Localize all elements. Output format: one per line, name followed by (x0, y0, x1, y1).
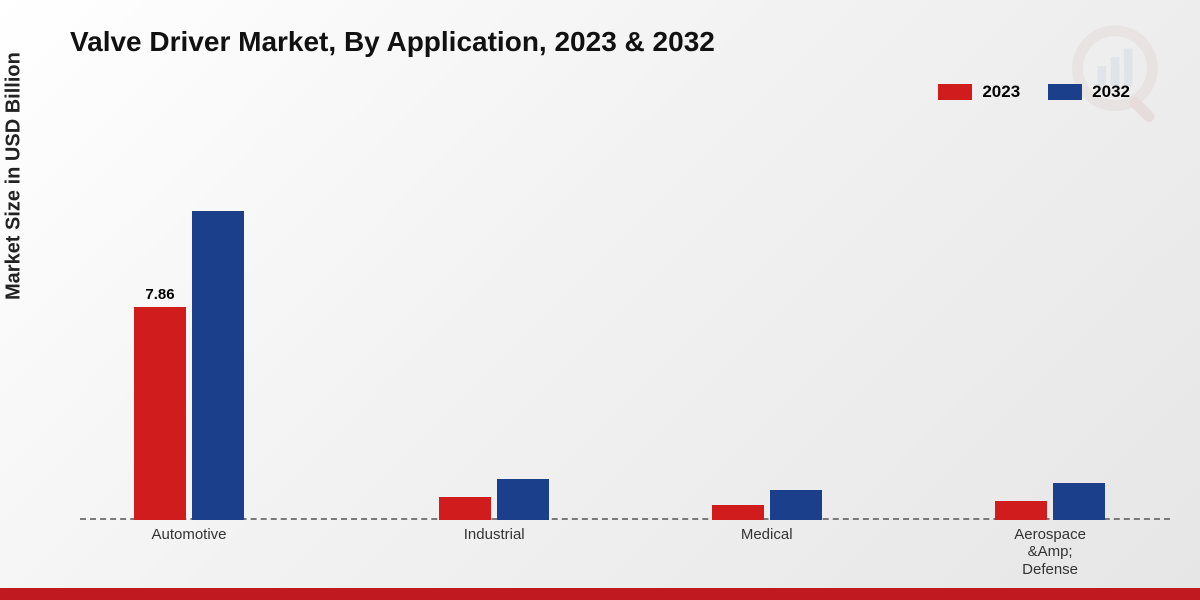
bar-2023 (995, 501, 1047, 520)
chart-canvas: Valve Driver Market, By Application, 202… (0, 0, 1200, 600)
legend-label-2023: 2023 (982, 82, 1020, 102)
bar-group: Industrial (394, 479, 594, 520)
bar-2032 (497, 479, 549, 520)
legend-item-2032: 2032 (1048, 82, 1130, 102)
footer-accent-bar (0, 588, 1200, 600)
category-label: Medical (667, 520, 867, 543)
category-label: Industrial (394, 520, 594, 543)
bar-group: 7.86Automotive (89, 211, 289, 520)
bar-group: Aerospace&Amp;Defense (950, 483, 1150, 520)
legend-swatch-2023 (938, 84, 972, 100)
bar-2032 (1053, 483, 1105, 520)
legend: 2023 2032 (938, 82, 1130, 102)
legend-label-2032: 2032 (1092, 82, 1130, 102)
bar-2023: 7.86 (134, 307, 186, 520)
bar-2023 (712, 505, 764, 520)
bar-2032 (770, 490, 822, 520)
bar-2023 (439, 497, 491, 520)
bar-value-label: 7.86 (145, 286, 174, 307)
bar-group: Medical (667, 490, 867, 520)
legend-swatch-2032 (1048, 84, 1082, 100)
category-label: Automotive (89, 520, 289, 543)
legend-item-2023: 2023 (938, 82, 1020, 102)
y-axis-label: Market Size in USD Billion (3, 52, 26, 300)
plot-area: 7.86Automotive Industrial Medical Aerospace… (80, 140, 1170, 520)
category-label: Aerospace&Amp;Defense (950, 520, 1150, 578)
chart-title: Valve Driver Market, By Application, 202… (70, 26, 715, 58)
bar-2032 (192, 211, 244, 520)
watermark-logo (1060, 22, 1170, 132)
